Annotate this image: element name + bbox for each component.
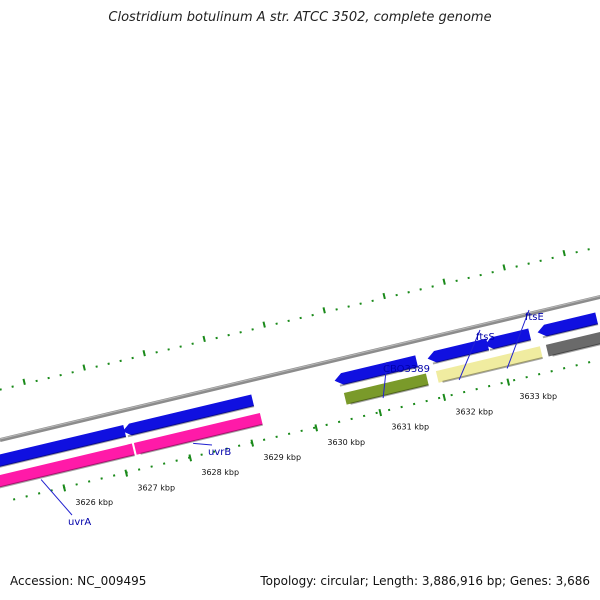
gene-leader-line [193,442,213,446]
rrna-feature-uvrA[interactable] [0,443,135,490]
topology-summary: Topology: circular; Length: 3,886,916 bp… [260,574,590,588]
tick-label: 3627 kbp [137,483,175,492]
tick-label: 3626 kbp [75,498,113,507]
cds-feature-uvrA[interactable] [0,425,127,470]
gene-label[interactable]: CBO3389 [383,364,430,375]
tick-label: 3631 kbp [391,423,429,432]
upper-tick-mark [22,378,26,385]
upper-tick-mark [502,264,506,271]
accession-text: Accession: NC_009495 [10,574,147,588]
upper-tick-mark [202,335,206,343]
major-tick-mark [378,408,383,417]
major-tick-mark [442,393,447,401]
upper-tick-mark [142,350,146,357]
gene-label[interactable]: ftsS [476,332,495,343]
tick-label: 3628 kbp [201,468,239,477]
tick-label: 3633 kbp [519,392,557,401]
misc-feature-CBO3389[interactable] [343,373,429,405]
gray-feature-ftsE[interactable] [545,330,600,357]
tick-label: 3629 kbp [263,453,301,462]
cds-feature-ftsE[interactable] [484,328,532,351]
gene-leader-line [382,361,388,399]
gene-leader-line [458,329,481,381]
cds-feature-uvrB[interactable] [122,394,255,438]
tick-label: 3632 kbp [455,407,493,416]
major-tick-mark [124,469,129,477]
cds-feature-next[interactable] [537,312,599,339]
upper-tick-mark [382,292,386,300]
major-tick-mark [314,424,319,432]
gene-leader-line [506,309,530,369]
major-tick-mark [188,454,193,462]
upper-tick-mark [82,364,86,371]
gene-label[interactable]: ftsE [525,312,544,323]
cds-feature-CBO3389[interactable] [334,355,419,387]
upper-tick-mark [262,321,266,328]
upper-tick-mark [322,307,326,314]
pale-feature-ftsS[interactable] [435,346,543,383]
upper-tick-mark [442,278,446,285]
map-title: Clostridium botulinum A str. ATCC 3502, … [108,10,492,25]
major-tick-mark [62,484,67,492]
gene-label[interactable]: uvrA [68,517,91,528]
tick-label: 3630 kbp [327,438,365,447]
genome-backbone [0,294,600,442]
gene-label[interactable]: uvrB [208,447,231,458]
upper-tick-mark [562,249,566,257]
gene-leader-line [40,479,73,516]
major-tick-mark [250,439,255,447]
major-tick-mark [506,378,511,386]
rrna-feature-uvrB[interactable] [133,413,263,455]
genome-backbone-highlight [0,295,600,440]
